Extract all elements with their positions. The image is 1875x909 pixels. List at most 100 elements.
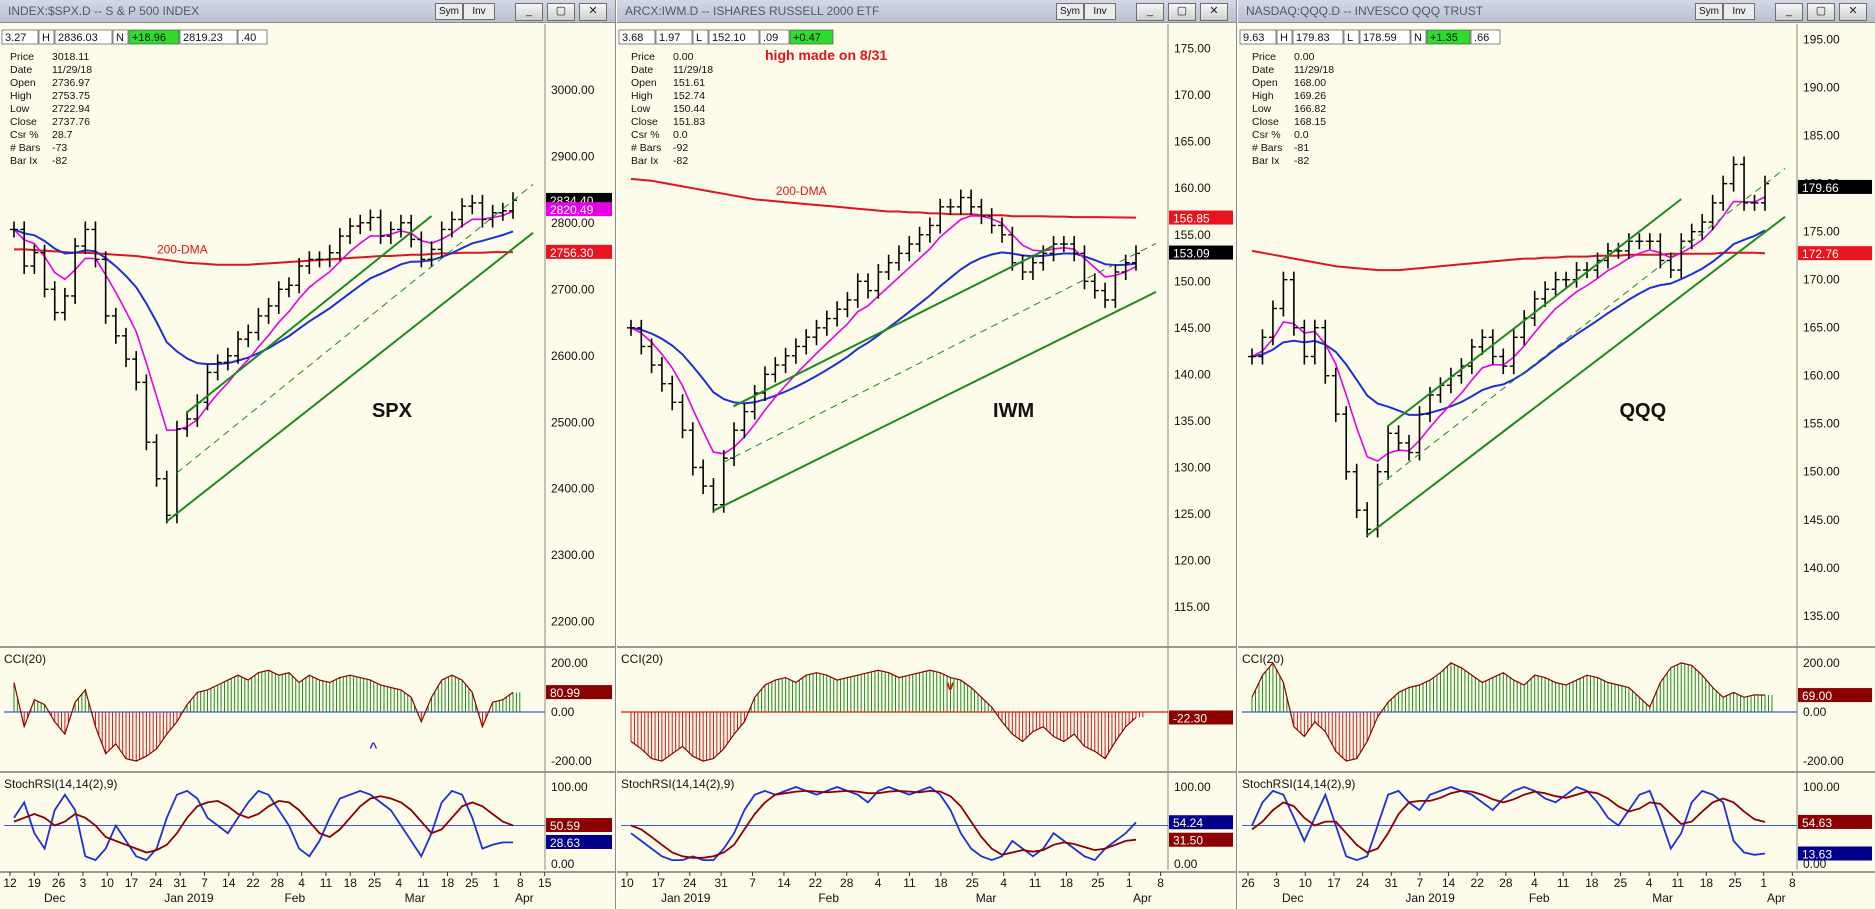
month-tick-label: Jan 2019	[1405, 891, 1455, 905]
price-bar	[1488, 329, 1497, 365]
inv-button[interactable]: Inv	[1084, 3, 1116, 20]
price-bar	[315, 251, 324, 268]
window-title-bar[interactable]: ARCX:IWM.D -- ISHARES RUSSELL 2000 ETF Sy…	[617, 0, 1236, 23]
price-bar	[71, 238, 80, 304]
chart-canvas[interactable]: 175.00170.00165.00160.00155.00150.00145.…	[617, 0, 1236, 909]
price-bar	[111, 307, 120, 344]
restore-button[interactable]: ▢	[1807, 3, 1835, 21]
close-button[interactable]: ✕	[1839, 3, 1867, 21]
price-bar	[295, 258, 304, 294]
price-tick-label: 120.00	[1174, 554, 1211, 568]
info-value: 0.0	[673, 129, 688, 141]
info-value: 150.44	[673, 103, 705, 115]
info-value: 151.61	[673, 77, 705, 89]
price-bar	[488, 204, 497, 228]
price-bar	[1677, 233, 1686, 279]
price-bar	[709, 478, 718, 513]
minimize-button[interactable]: _	[515, 3, 543, 21]
window-title: NASDAQ:QQQ.D -- INVESCO QQQ TRUST	[1246, 4, 1484, 18]
close-button[interactable]: ✕	[1200, 3, 1228, 21]
info-value: -82	[673, 155, 688, 167]
fast-ma-line	[13, 210, 514, 432]
price-bar	[478, 194, 487, 228]
restore-icon: ▢	[1815, 5, 1827, 17]
day-tick-label: 17	[1327, 876, 1341, 890]
price-bar	[678, 394, 687, 439]
window-title-bar[interactable]: INDEX:$SPX.D -- S & P 500 INDEX Sym Inv _ ▢ ✕	[0, 0, 615, 23]
price-bar	[30, 244, 39, 275]
chart-canvas[interactable]: 195.00190.00185.00180.00175.00170.00165.…	[1238, 0, 1875, 909]
info-value: 169.26	[1294, 90, 1326, 102]
price-bar	[627, 319, 635, 336]
day-tick-label: 12	[3, 876, 17, 890]
price-bars	[10, 192, 517, 524]
cci-tag-value: 80.99	[550, 686, 580, 700]
fast-ma-line	[630, 215, 1137, 455]
ma200-line	[630, 177, 1137, 219]
price-bar	[647, 338, 656, 374]
info-value: 168.15	[1294, 116, 1326, 128]
price-bar	[853, 273, 862, 308]
day-tick-label: 18	[344, 876, 358, 890]
stochrsi-tick-label: 100.00	[1174, 780, 1211, 794]
price-tag-value: 2820.49	[550, 203, 594, 217]
stochrsi-line	[630, 785, 1137, 862]
price-bar	[81, 221, 90, 255]
price-bar	[213, 354, 222, 381]
price-bar	[1645, 233, 1654, 250]
price-bar	[812, 319, 821, 346]
close-button[interactable]: ✕	[579, 3, 607, 21]
sym-button[interactable]: Sym	[435, 3, 463, 20]
day-tick-label: 22	[1471, 876, 1485, 890]
chart-panel-qqq[interactable]: NASDAQ:QQQ.D -- INVESCO QQQ TRUST Sym Inv _…	[1238, 0, 1875, 909]
day-tick-label: 14	[777, 876, 791, 890]
price-bar	[234, 331, 243, 364]
inv-button[interactable]: Inv	[463, 3, 495, 20]
price-bar	[1248, 348, 1256, 365]
minimize-button[interactable]: _	[1136, 3, 1164, 21]
month-tick-label: Dec	[1282, 891, 1303, 905]
chart-panel-spx[interactable]: INDEX:$SPX.D -- S & P 500 INDEX Sym Inv _ ▢ ✕…	[0, 0, 616, 909]
day-tick-label: 14	[222, 876, 236, 890]
chart-canvas[interactable]: 3000.00 2900.00 2800.00 2700.00 2600.00 2500.…	[0, 0, 615, 909]
sym-button[interactable]: Sym	[1695, 3, 1723, 20]
window-title-bar[interactable]: NASDAQ:QQQ.D -- INVESCO QQQ TRUST Sym Inv _…	[1238, 0, 1875, 23]
price-bar	[1499, 348, 1508, 375]
chart-panel-iwm[interactable]: ARCX:IWM.D -- ISHARES RUSSELL 2000 ETF Sy…	[617, 0, 1237, 909]
price-bar	[40, 244, 49, 298]
price-bar	[1415, 406, 1424, 461]
info-key: Open	[10, 77, 36, 89]
info-key: High	[631, 90, 653, 102]
channel-upper-line	[733, 244, 1054, 408]
stochrsi-tag-value: 50.59	[550, 819, 580, 833]
price-bar	[1656, 233, 1665, 269]
info-block: Price 0.00 Date 11/29/18 Open 168.00 High 169.2…	[1252, 51, 1334, 167]
restore-button[interactable]: ▢	[547, 3, 575, 21]
price-bar	[1698, 214, 1707, 240]
price-tick-label: 170.00	[1174, 88, 1211, 102]
day-tick-label: 24	[1356, 876, 1370, 890]
price-bar	[172, 420, 181, 524]
quote-field: L	[696, 32, 702, 44]
price-bar	[1132, 245, 1140, 271]
channel-mid-line	[176, 184, 534, 474]
info-key: Date	[631, 64, 653, 76]
price-tick-label: 165.00	[1803, 321, 1840, 335]
price-bar	[864, 273, 873, 299]
sym-button[interactable]: Sym	[1056, 3, 1084, 20]
price-tick-label: 170.00	[1803, 273, 1840, 287]
info-value: -73	[52, 142, 67, 154]
price-tick-label: 150.00	[1174, 274, 1211, 288]
restore-button[interactable]: ▢	[1168, 3, 1196, 21]
price-bar	[1300, 319, 1309, 365]
minimize-button[interactable]: _	[1775, 3, 1803, 21]
price-bar	[1028, 254, 1037, 280]
price-bar	[688, 422, 697, 476]
price-bar	[1111, 264, 1120, 308]
price-tick-label: 160.00	[1803, 369, 1840, 383]
fast-ma-line	[1251, 196, 1766, 463]
stochrsi-title: StochRSI(14,14(2),9)	[621, 777, 734, 791]
price-bar	[356, 214, 365, 235]
inv-button[interactable]: Inv	[1723, 3, 1755, 20]
